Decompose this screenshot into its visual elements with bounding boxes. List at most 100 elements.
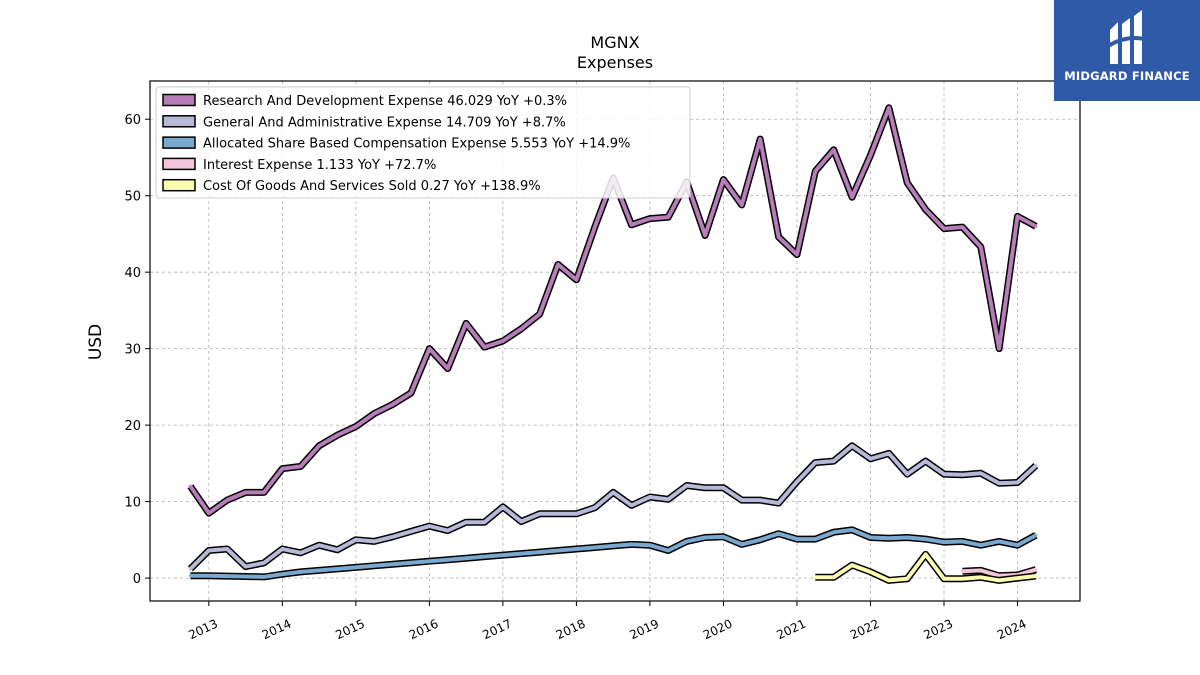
data-point — [942, 227, 946, 231]
data-point — [997, 539, 1001, 543]
data-point — [483, 345, 486, 349]
data-point — [960, 569, 964, 573]
data-point — [813, 169, 817, 173]
data-point — [630, 542, 633, 546]
data-point — [538, 550, 542, 554]
legend: Research And Development Expense 46.029 … — [155, 86, 691, 199]
x-tick-label: 2022 — [848, 617, 882, 643]
logo-text: MIDGARD FINANCE — [1064, 69, 1190, 83]
logo-mark-icon — [1106, 10, 1149, 64]
brand-logo: MIDGARD FINANCE — [1054, 0, 1200, 101]
data-point — [391, 562, 395, 566]
legend-swatch-4 — [162, 178, 196, 192]
x-tick-label: 2016 — [407, 617, 441, 643]
data-point — [887, 451, 891, 455]
data-point — [887, 536, 891, 540]
data-point — [225, 547, 229, 551]
data-point — [574, 278, 578, 282]
data-point — [1016, 481, 1019, 484]
data-point — [832, 148, 836, 152]
data-point — [225, 498, 229, 502]
data-point — [905, 536, 909, 539]
data-point — [997, 481, 1001, 485]
data-point — [611, 490, 615, 494]
data-point — [832, 459, 836, 463]
data-point — [317, 543, 321, 547]
data-point — [979, 245, 983, 249]
data-point — [887, 578, 891, 582]
data-point — [869, 457, 872, 461]
x-tick-label: 2018 — [554, 617, 588, 643]
data-point — [519, 520, 523, 523]
data-point — [538, 512, 542, 516]
data-point — [409, 391, 413, 395]
data-point — [869, 536, 872, 539]
data-point — [721, 486, 725, 490]
data-point — [354, 565, 358, 569]
data-point — [1016, 214, 1019, 218]
data-point — [593, 225, 597, 229]
data-point — [924, 537, 928, 541]
data-point — [446, 367, 450, 370]
data-point — [630, 503, 633, 507]
data-point — [648, 543, 652, 547]
data-point — [630, 223, 633, 227]
data-point — [1034, 464, 1038, 468]
data-point — [391, 535, 395, 539]
data-point — [336, 433, 339, 437]
data-point — [869, 153, 872, 157]
legend-swatch-2 — [162, 136, 196, 149]
chart-title: MGNX — [590, 33, 639, 52]
data-point — [391, 403, 395, 406]
data-point — [464, 520, 468, 524]
data-point — [372, 539, 376, 543]
plot-frame — [149, 80, 1081, 602]
data-point — [777, 235, 781, 239]
data-point — [979, 575, 983, 579]
data-point — [685, 539, 689, 543]
x-tick-label: 2017 — [480, 617, 514, 643]
x-tick-label: 2023 — [922, 617, 956, 643]
data-point — [960, 539, 964, 543]
data-point — [593, 546, 597, 549]
data-point — [924, 208, 928, 211]
data-point — [280, 467, 284, 471]
data-point — [188, 484, 192, 488]
data-point — [446, 529, 450, 533]
y-tick-label: 60 — [124, 113, 141, 128]
y-tick-label: 10 — [124, 496, 141, 511]
data-point — [979, 543, 983, 547]
data-point — [501, 553, 505, 557]
legend-swatch-1 — [162, 115, 196, 128]
y-tick-label: 30 — [124, 343, 141, 358]
x-tick-label: 2021 — [774, 617, 808, 643]
data-point — [556, 512, 560, 516]
data-point — [574, 547, 578, 551]
data-point — [317, 444, 321, 448]
data-point — [740, 498, 744, 502]
data-point — [850, 195, 854, 199]
data-point — [262, 561, 266, 565]
data-point — [832, 530, 836, 534]
data-point — [483, 520, 486, 524]
legend-swatch-3 — [162, 157, 196, 171]
x-tick-label: 2019 — [627, 617, 661, 643]
data-point — [1034, 533, 1038, 537]
data-point — [795, 253, 799, 257]
data-point — [777, 501, 781, 505]
data-point — [244, 490, 248, 494]
data-point — [795, 537, 799, 541]
data-point — [336, 567, 339, 571]
legend-label-1: General And Administrative Expense 14.70… — [203, 115, 566, 130]
data-point — [997, 574, 1001, 578]
data-point — [280, 547, 284, 551]
data-point — [905, 577, 909, 581]
data-point — [372, 412, 376, 416]
data-point — [758, 538, 762, 542]
data-point — [648, 217, 652, 221]
data-point — [519, 552, 523, 556]
data-point — [317, 568, 321, 572]
data-point — [483, 555, 486, 559]
data-point — [666, 215, 670, 219]
data-point — [703, 234, 707, 237]
